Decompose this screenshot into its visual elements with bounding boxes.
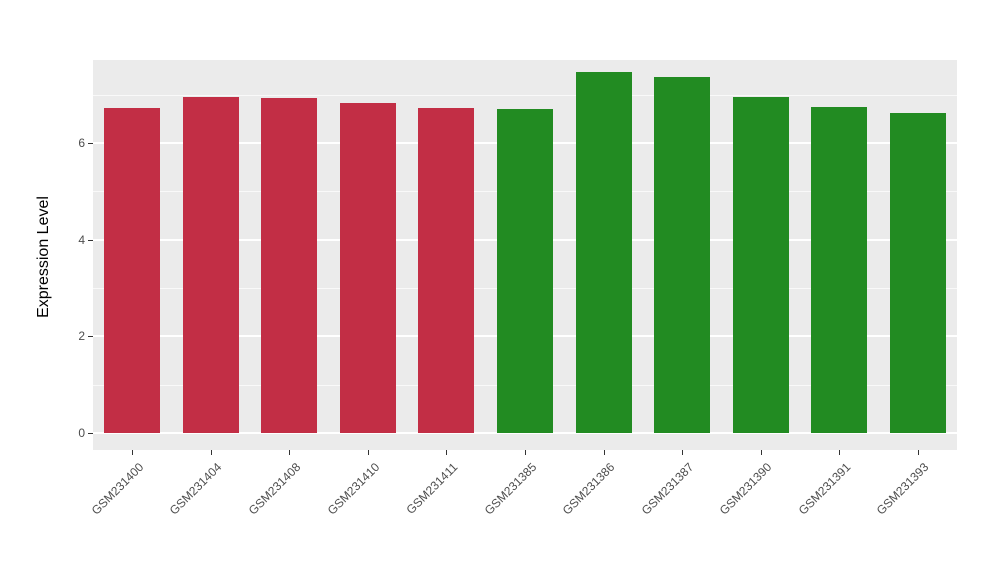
bar [654,76,711,433]
y-tick-mark [88,433,93,434]
x-tick-mark [603,450,605,455]
minor-gridline [93,94,957,96]
bar [104,107,161,433]
x-tick-mark [682,450,684,455]
bar [418,107,475,433]
bar [575,71,632,433]
bar [182,96,239,433]
bar [889,113,946,433]
x-tick-mark [917,450,919,455]
y-axis-title: Expression Level [35,196,52,318]
x-tick-mark [210,450,212,455]
x-tick-mark [839,450,841,455]
y-tick-mark [88,239,93,241]
x-tick-mark [132,450,134,455]
y-tick-label: 6 [78,136,85,151]
x-tick-mark [760,450,762,455]
major-gridline [93,432,957,434]
bar [261,98,318,433]
x-tick-mark [446,450,448,455]
y-tick-label: 2 [78,329,85,344]
x-tick-mark [289,450,291,455]
bar [732,96,789,433]
bar [339,102,396,433]
y-tick-label: 4 [78,232,85,247]
bar [811,106,868,433]
plot-panel [93,60,957,450]
y-tick-mark [88,143,93,145]
bar [497,108,553,433]
y-tick-mark [88,336,93,338]
x-tick-mark [525,450,526,455]
y-tick-label: 0 [78,426,85,440]
x-tick-mark [367,450,369,455]
